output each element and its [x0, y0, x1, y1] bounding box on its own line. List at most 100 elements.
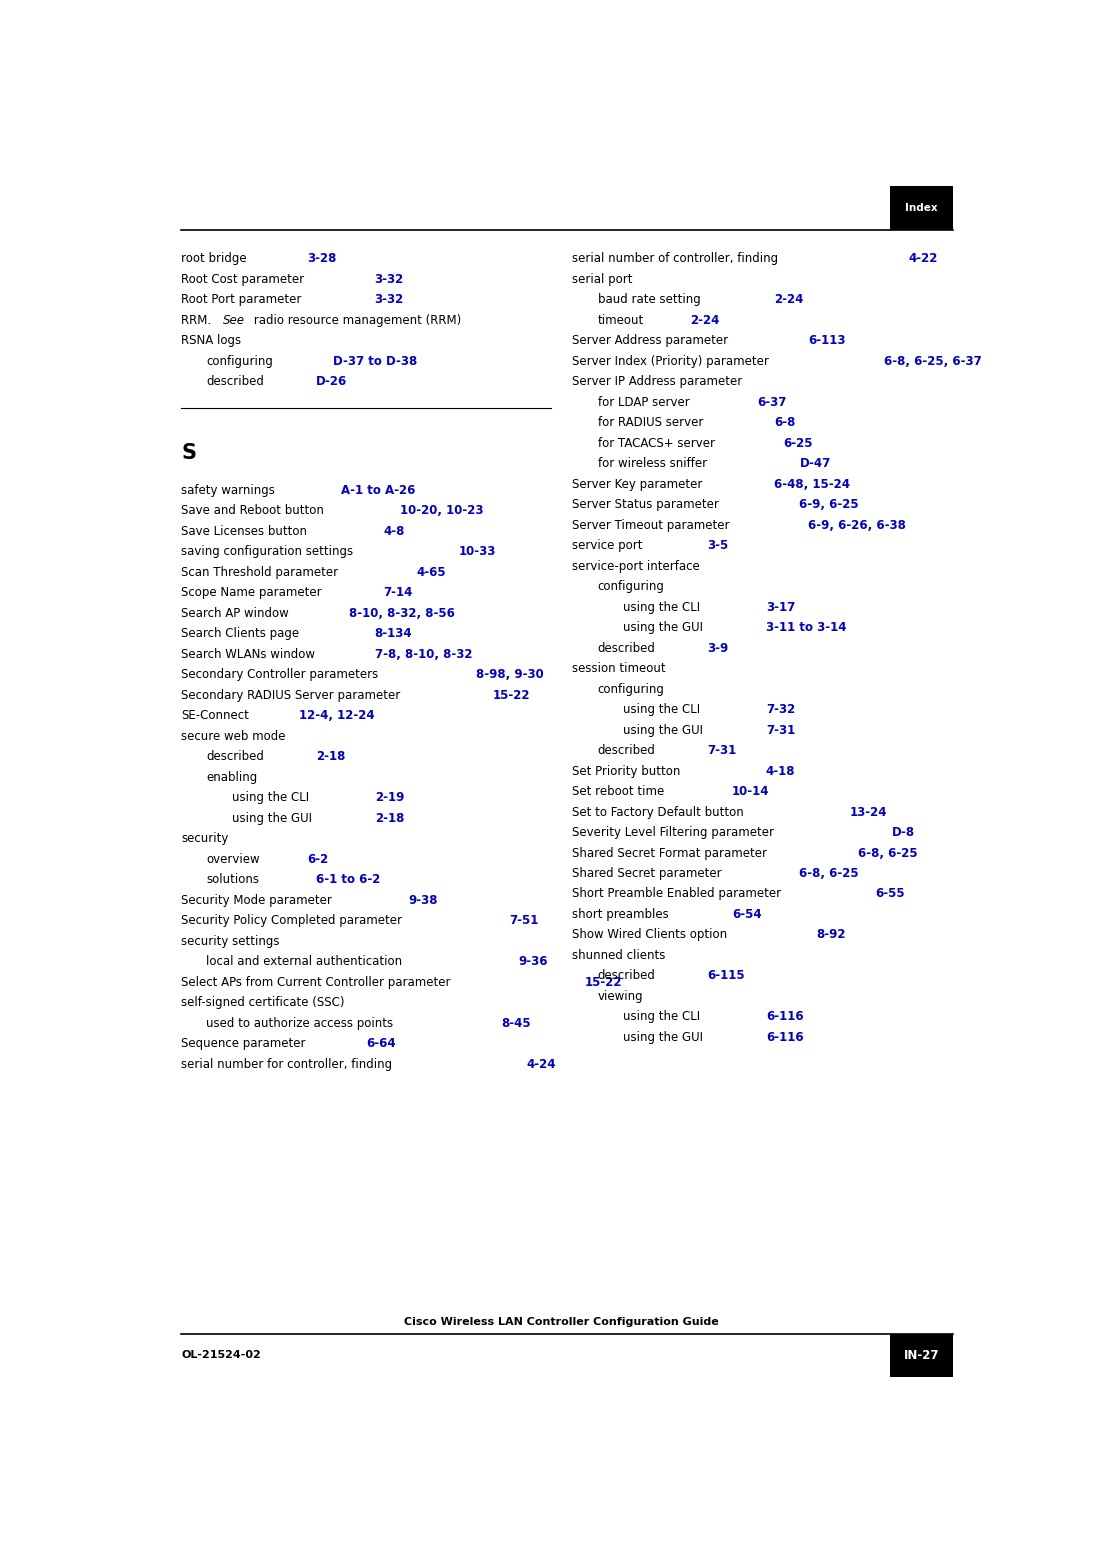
Text: 6-54: 6-54 — [733, 908, 762, 920]
Text: Server Timeout parameter: Server Timeout parameter — [573, 518, 729, 532]
Text: Short Preamble Enabled parameter: Short Preamble Enabled parameter — [573, 888, 782, 900]
Text: 9-36: 9-36 — [518, 954, 548, 968]
Text: 10-14: 10-14 — [733, 784, 770, 798]
Text: 4-8: 4-8 — [383, 524, 404, 538]
Text: 4-65: 4-65 — [417, 566, 447, 579]
Text: Sequence parameter: Sequence parameter — [181, 1036, 306, 1050]
Text: used to authorize access points: used to authorize access points — [207, 1016, 393, 1030]
Text: 7-32: 7-32 — [766, 702, 795, 716]
Text: 6-8: 6-8 — [774, 416, 796, 429]
Text: timeout: timeout — [598, 314, 644, 326]
Text: serial port: serial port — [573, 272, 633, 286]
Text: 8-45: 8-45 — [502, 1016, 531, 1030]
Text: 8-134: 8-134 — [374, 628, 412, 640]
Text: RRM.: RRM. — [181, 314, 215, 326]
Text: 3-32: 3-32 — [374, 272, 404, 286]
Text: described: described — [598, 970, 656, 982]
Text: A-1 to A-26: A-1 to A-26 — [341, 484, 415, 497]
Text: Server Key parameter: Server Key parameter — [573, 478, 703, 490]
Text: for LDAP server: for LDAP server — [598, 396, 690, 408]
Text: OL-21524-02: OL-21524-02 — [181, 1351, 261, 1360]
Text: using the CLI: using the CLI — [623, 1010, 701, 1024]
Text: 4-22: 4-22 — [909, 252, 938, 266]
Text: 12-4, 12-24: 12-4, 12-24 — [299, 709, 374, 722]
Bar — [889, 186, 954, 229]
Text: Root Cost parameter: Root Cost parameter — [181, 272, 304, 286]
Text: Search AP window: Search AP window — [181, 606, 289, 620]
Text: described: described — [207, 376, 264, 388]
Text: 2-18: 2-18 — [315, 750, 345, 763]
Text: 15-22: 15-22 — [585, 976, 623, 989]
Text: Server IP Address parameter: Server IP Address parameter — [573, 376, 742, 388]
Text: 6-116: 6-116 — [766, 1030, 804, 1044]
Text: for wireless sniffer: for wireless sniffer — [598, 458, 706, 470]
Text: enabling: enabling — [207, 770, 257, 784]
Text: serial number of controller, finding: serial number of controller, finding — [573, 252, 779, 266]
Text: serial number for controller, finding: serial number for controller, finding — [181, 1058, 392, 1071]
Text: overview: overview — [207, 852, 261, 866]
Text: session timeout: session timeout — [573, 662, 666, 674]
Text: SE-Connect: SE-Connect — [181, 709, 249, 722]
Text: safety warnings: safety warnings — [181, 484, 275, 497]
Text: Root Port parameter: Root Port parameter — [181, 294, 301, 306]
Text: Security Policy Completed parameter: Security Policy Completed parameter — [181, 914, 402, 927]
Text: 10-20, 10-23: 10-20, 10-23 — [400, 504, 483, 517]
Text: for RADIUS server: for RADIUS server — [598, 416, 703, 429]
Text: 8-10, 8-32, 8-56: 8-10, 8-32, 8-56 — [349, 606, 456, 620]
Text: D-37 to D-38: D-37 to D-38 — [333, 354, 417, 368]
Text: 8-98, 9-30: 8-98, 9-30 — [475, 668, 543, 681]
Text: 4-18: 4-18 — [765, 764, 795, 778]
Text: solutions: solutions — [207, 873, 260, 886]
Text: configuring: configuring — [207, 354, 274, 368]
Text: 10-33: 10-33 — [459, 546, 496, 558]
Text: 6-25: 6-25 — [783, 436, 812, 450]
Text: 6-48, 15-24: 6-48, 15-24 — [774, 478, 850, 490]
Text: saving configuration settings: saving configuration settings — [181, 546, 353, 558]
Text: described: described — [598, 642, 656, 654]
Text: 13-24: 13-24 — [850, 806, 887, 818]
Text: root bridge: root bridge — [181, 252, 246, 266]
Text: 3-5: 3-5 — [707, 540, 728, 552]
Text: D-8: D-8 — [892, 826, 915, 838]
Text: 2-24: 2-24 — [690, 314, 719, 326]
Text: short preambles: short preambles — [573, 908, 669, 920]
Text: Cisco Wireless LAN Controller Configuration Guide: Cisco Wireless LAN Controller Configurat… — [404, 1316, 718, 1327]
Text: 6-115: 6-115 — [707, 970, 745, 982]
Text: Secondary RADIUS Server parameter: Secondary RADIUS Server parameter — [181, 688, 401, 702]
Text: Save and Reboot button: Save and Reboot button — [181, 504, 324, 517]
Text: 6-8, 6-25: 6-8, 6-25 — [858, 846, 918, 860]
Text: Set reboot time: Set reboot time — [573, 784, 665, 798]
Text: service port: service port — [573, 540, 643, 552]
Text: configuring: configuring — [598, 580, 665, 593]
Text: Secondary Controller parameters: Secondary Controller parameters — [181, 668, 378, 681]
Text: 2-18: 2-18 — [374, 812, 404, 825]
Text: S: S — [181, 444, 196, 464]
Text: Security Mode parameter: Security Mode parameter — [181, 894, 332, 907]
Text: using the GUI: using the GUI — [232, 812, 312, 825]
Text: for TACACS+ server: for TACACS+ server — [598, 436, 715, 450]
Text: described: described — [207, 750, 264, 763]
Text: Show Wired Clients option: Show Wired Clients option — [573, 928, 727, 942]
Text: shunned clients: shunned clients — [573, 948, 666, 962]
Text: 6-116: 6-116 — [766, 1010, 804, 1024]
Text: See: See — [223, 314, 245, 326]
Text: self-signed certificate (SSC): self-signed certificate (SSC) — [181, 996, 345, 1009]
Text: local and external authentication: local and external authentication — [207, 954, 403, 968]
Text: 6-55: 6-55 — [875, 888, 904, 900]
Text: configuring: configuring — [598, 682, 665, 696]
Text: Save Licenses button: Save Licenses button — [181, 524, 307, 538]
Text: security settings: security settings — [181, 934, 279, 948]
Text: D-26: D-26 — [315, 376, 347, 388]
Text: Select APs from Current Controller parameter: Select APs from Current Controller param… — [181, 976, 450, 989]
Text: Search Clients page: Search Clients page — [181, 628, 299, 640]
Text: Severity Level Filtering parameter: Severity Level Filtering parameter — [573, 826, 774, 838]
Text: secure web mode: secure web mode — [181, 730, 286, 743]
Text: RSNA logs: RSNA logs — [181, 334, 241, 347]
Bar — [889, 1334, 954, 1377]
Text: Index: Index — [906, 203, 937, 212]
Text: 7-14: 7-14 — [383, 586, 413, 599]
Text: 6-37: 6-37 — [758, 396, 787, 408]
Text: 6-64: 6-64 — [366, 1036, 395, 1050]
Text: Server Address parameter: Server Address parameter — [573, 334, 728, 347]
Text: 7-51: 7-51 — [509, 914, 539, 927]
